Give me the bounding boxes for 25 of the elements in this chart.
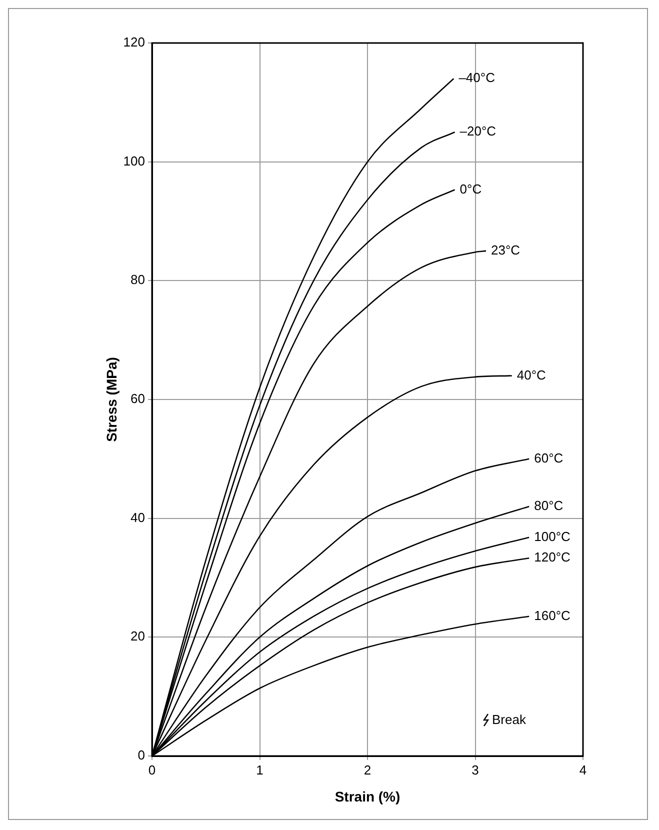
series-label: 120°C — [534, 550, 570, 565]
annotation: Break — [492, 712, 526, 727]
x-axis-title: Strain (%) — [334, 788, 400, 804]
y-tick-label: 40 — [130, 510, 145, 525]
series-label: 60°C — [534, 450, 564, 466]
x-tick-label: 1 — [256, 762, 264, 778]
series-label: –20°C — [460, 124, 496, 139]
series-label: 0°C — [460, 181, 482, 196]
x-tick-label: 3 — [472, 762, 479, 778]
y-tick-label: 80 — [130, 272, 145, 288]
y-tick-label: 100 — [123, 153, 145, 168]
series-label: 160°C — [534, 608, 570, 623]
series-label: 80°C — [534, 498, 564, 514]
y-axis-title: Stress (MPa) — [103, 357, 120, 442]
x-tick-label: 0 — [148, 762, 156, 778]
series-label: 23°C — [491, 242, 520, 258]
y-tick-label: 0 — [138, 748, 145, 763]
y-tick-label: 120 — [123, 34, 145, 50]
y-tick-label: 60 — [130, 391, 145, 406]
x-tick-label: 2 — [364, 762, 372, 778]
series-label: –40°C — [458, 70, 495, 86]
series-label: 100°C — [534, 528, 570, 544]
y-tick-label: 20 — [130, 628, 145, 644]
x-tick-label: 4 — [579, 762, 587, 778]
series-label: 40°C — [516, 367, 546, 382]
